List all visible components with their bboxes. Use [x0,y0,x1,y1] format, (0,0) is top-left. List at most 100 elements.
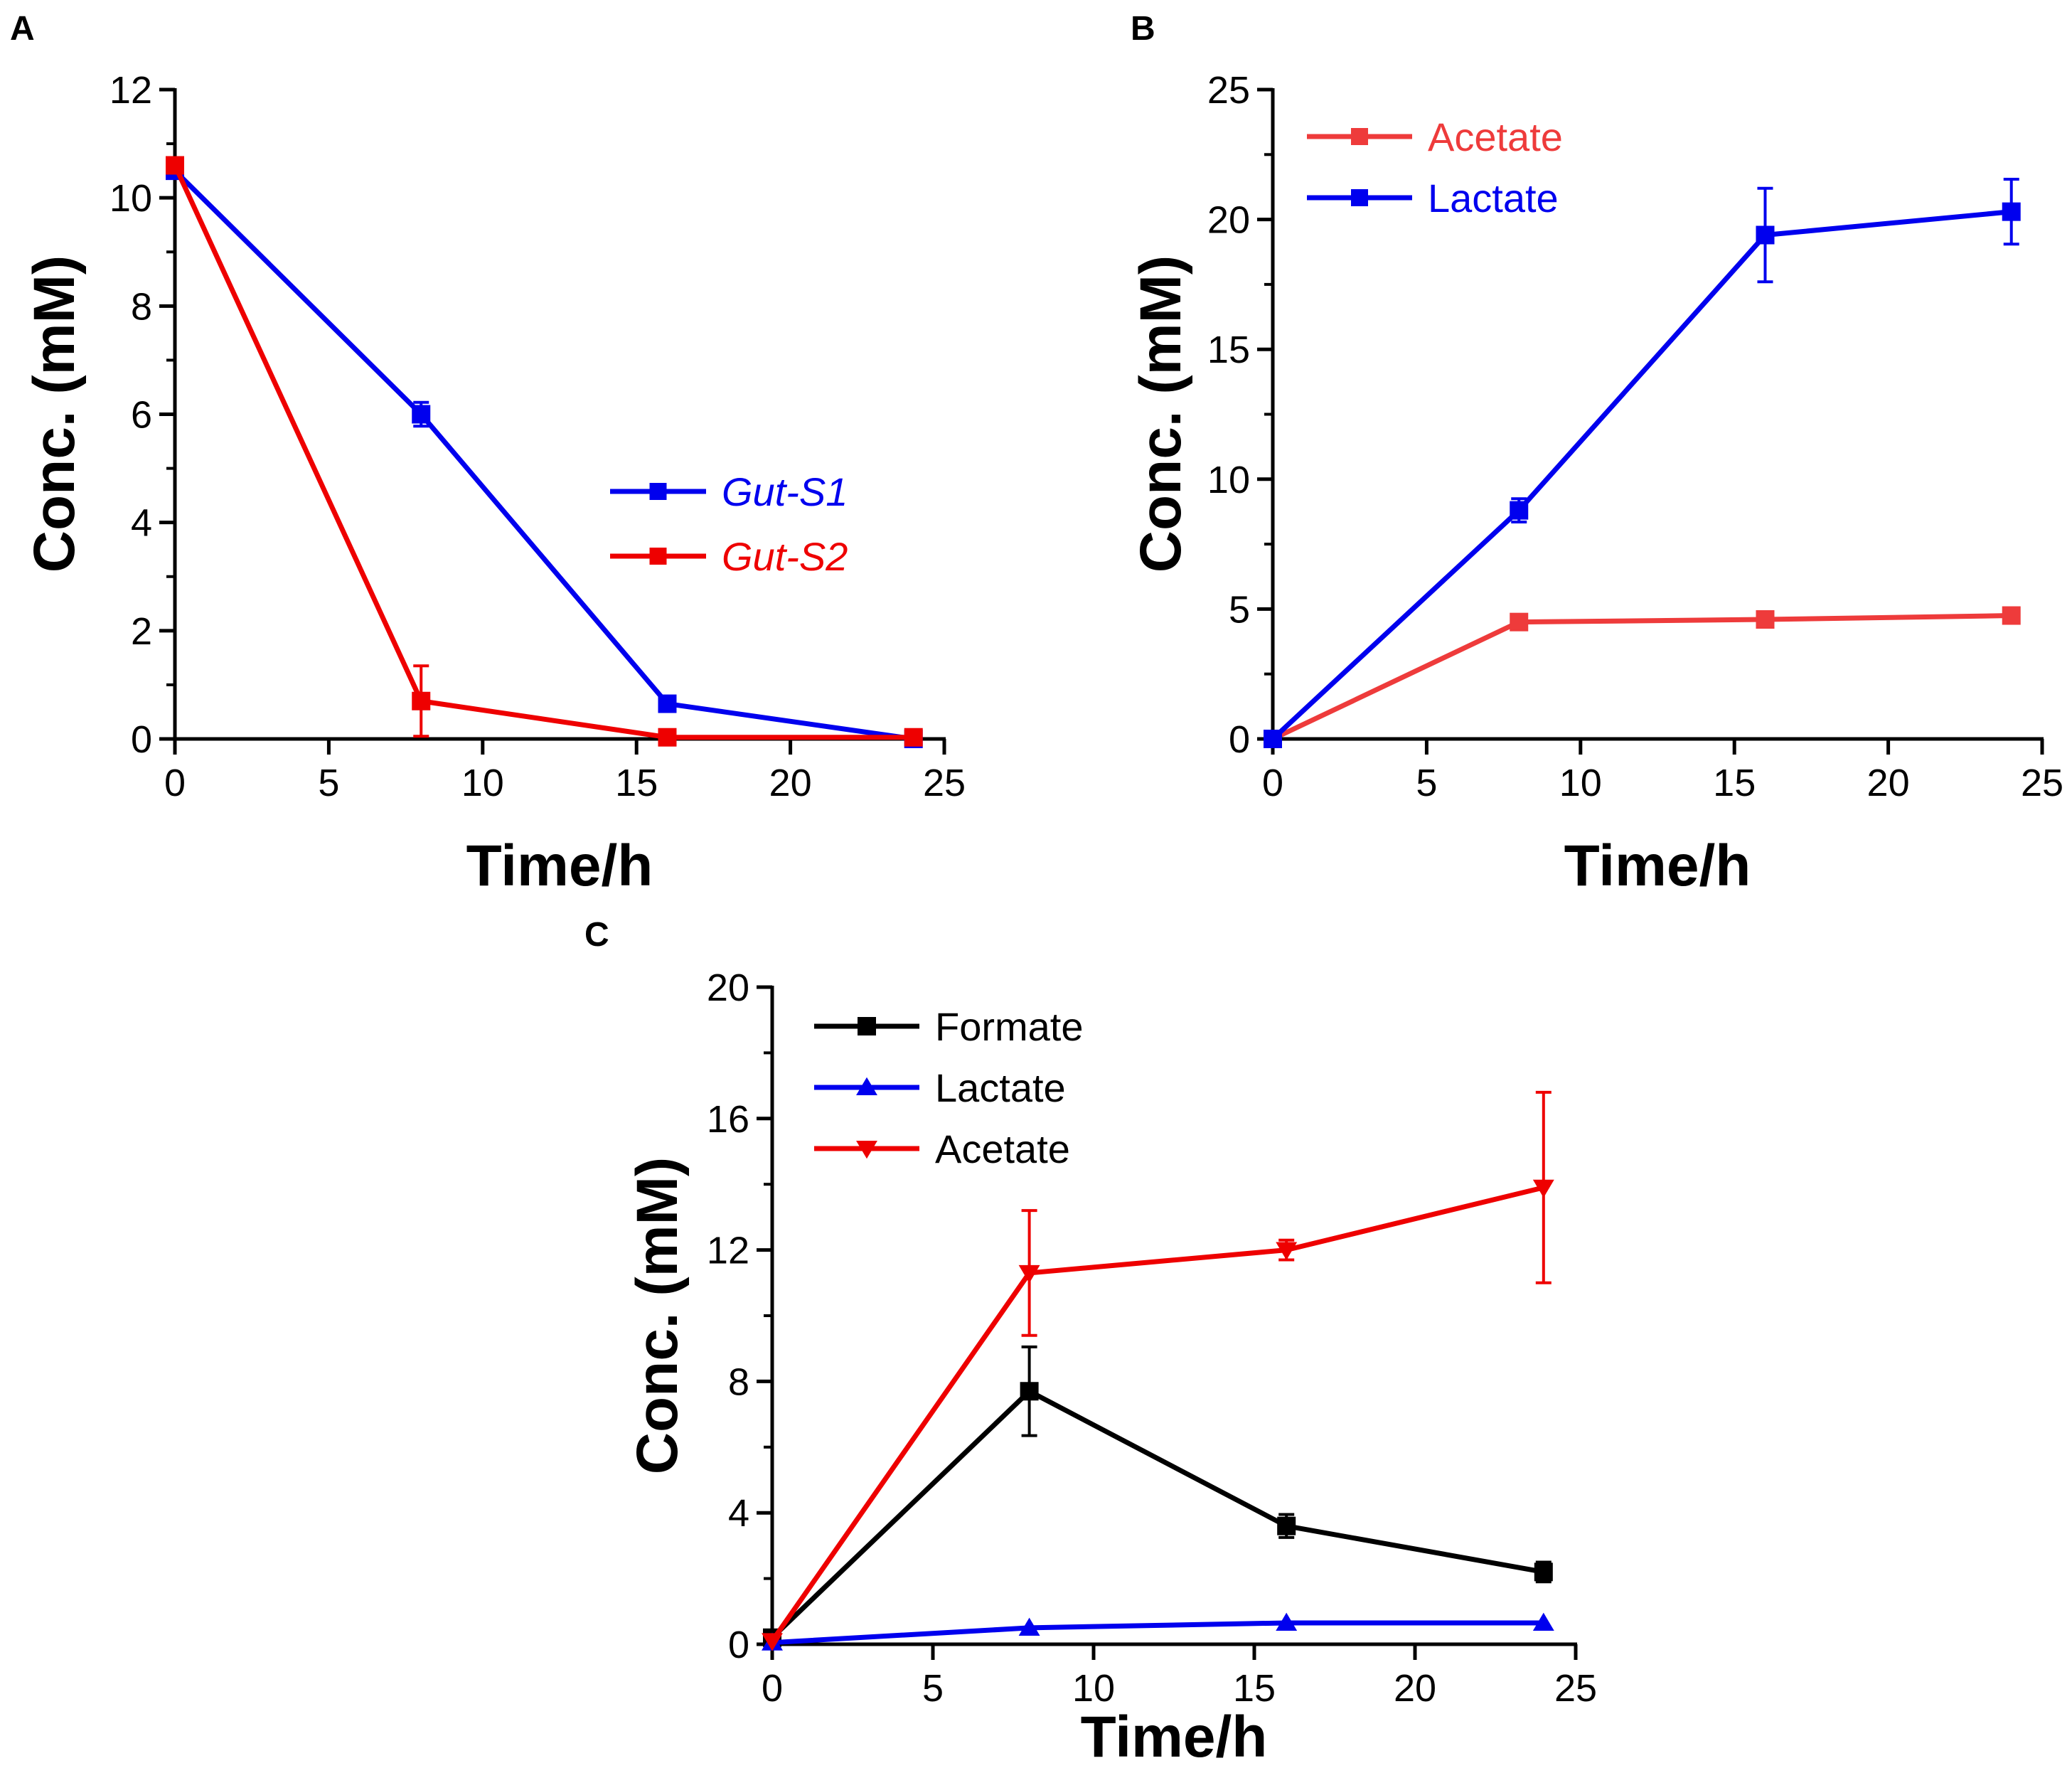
legend-label: Lactate [935,1065,1066,1110]
series-acetate [762,1090,1554,1651]
data-point [1276,1242,1298,1260]
data-point [1018,1264,1040,1284]
legend-label: Gut-S2 [722,534,848,579]
data-point [1510,501,1529,520]
data-point [904,728,923,747]
series-gut-s1 [166,161,923,748]
legend-swatch-marker [649,548,667,565]
legend: Formate Lactate Acetate [814,1004,1084,1171]
x-tick-label: 25 [923,762,966,804]
y-tick-label: 4 [131,502,152,545]
x-tick-label: 5 [318,762,339,804]
x-tick-label: 20 [1394,1667,1436,1710]
data-point [412,691,431,710]
data-point [1264,730,1282,748]
data-point [658,694,677,713]
legend-label: Gut-S1 [722,469,848,514]
series-formate [763,1345,1553,1647]
y-tick-label: 15 [1207,329,1250,371]
y-tick-label: 5 [1229,588,1250,631]
data-point [1510,612,1529,632]
series-line [770,1388,1544,1640]
x-tick-label: 0 [1262,762,1283,804]
x-tick-label: 20 [769,762,812,804]
y-tick-label: 20 [707,966,749,1009]
legend-label: Formate [935,1004,1084,1049]
legend-label: Lactate [1428,176,1559,220]
x-tick-label: 0 [164,762,186,804]
y-tick-label: 2 [131,610,152,653]
x-tick-label: 5 [1416,762,1437,804]
x-tick-label: 25 [2021,762,2063,804]
y-tick-label: 25 [1207,69,1250,112]
series-line [172,164,914,740]
panel-a-chart: A 0 5 10 15 20 25 0 2 4 6 8 10 12 Time/h Conc. (mM) Gut-… [10,10,966,898]
series-gut-s2 [166,156,923,747]
legend-swatch-marker [649,483,667,500]
legend-swatch-marker [1351,189,1368,206]
panel-b-chart: B 0 5 10 15 20 25 0 5 10 15 20 25 Time/h Conc. (mM) Ace… [1128,10,2063,898]
data-point [1532,1612,1554,1631]
data-point [166,156,184,175]
y-tick-label: 6 [131,394,152,437]
series-line [771,1620,1544,1646]
y-tick-label: 0 [1229,718,1250,761]
x-tick-label: 15 [615,762,658,804]
panel-c-chart: C 0 5 10 15 20 25 0 4 8 12 16 20 Time/h Conc. (mM) Form… [584,916,1597,1768]
legend-label: Acetate [935,1127,1070,1171]
panel-letter: C [584,916,609,954]
x-tick-label: 10 [461,762,504,804]
data-point [412,405,431,424]
y-tick-label: 0 [131,718,152,761]
y-tick-label: 12 [110,69,152,112]
y-tick-label: 16 [707,1098,749,1141]
y-tick-label: 10 [110,177,152,220]
x-tick-label: 10 [1559,762,1602,804]
series-lactate [1264,177,2021,748]
x-axis-title: Time/h [1081,1705,1268,1768]
x-tick-label: 0 [762,1667,783,1710]
data-point [762,1633,783,1651]
x-tick-label: 5 [922,1667,944,1710]
y-tick-label: 4 [728,1492,749,1535]
series-line [1271,613,2012,742]
legend-swatch-marker [1351,128,1368,145]
y-axis-title: Conc. (mM) [1128,255,1193,573]
y-tick-label: 8 [131,285,152,328]
y-tick-label: 10 [1207,459,1250,501]
data-point [1532,1179,1554,1198]
x-axis-title: Time/h [1564,834,1751,898]
legend-label: Acetate [1428,115,1563,159]
series-line [173,169,914,742]
x-tick-label: 20 [1867,762,1910,804]
data-point [658,728,677,747]
y-axis-title: Conc. (mM) [22,255,87,573]
data-point [1756,610,1775,629]
x-tick-label: 25 [1554,1667,1597,1710]
x-axis-title: Time/h [466,834,653,898]
x-tick-label: 10 [1072,1667,1115,1710]
data-point [1018,1617,1040,1636]
legend: Acetate Lactate [1307,115,1563,220]
panel-letter: B [1131,10,1155,48]
data-point [2002,606,2021,625]
series-line [770,1185,1544,1643]
series-line [1271,209,2012,741]
panel-letter: A [10,10,35,48]
series-acetate [1264,606,2021,748]
legend-swatch-marker [858,1017,876,1035]
data-point [1277,1516,1296,1535]
data-point [2002,202,2021,221]
legend: Gut-S1 Gut-S2 [610,469,848,579]
data-point [1756,225,1775,245]
y-tick-label: 8 [728,1360,749,1403]
data-point [1276,1612,1298,1631]
legend-swatch-marker [856,1077,877,1096]
y-tick-label: 0 [728,1624,749,1666]
y-axis-title: Conc. (mM) [625,1157,690,1474]
legend-swatch-marker [856,1140,877,1159]
data-point [1534,1562,1553,1582]
x-tick-label: 15 [1713,762,1756,804]
x-tick-label: 15 [1233,1667,1276,1710]
